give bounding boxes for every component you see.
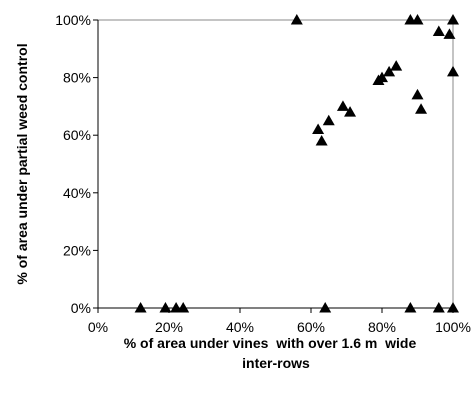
- data-point-triangle: [336, 100, 349, 111]
- data-point-triangle: [447, 302, 459, 313]
- data-point-triangle: [432, 25, 445, 37]
- y-axis-title: % of area under partial weed control: [14, 43, 30, 284]
- data-point-triangle: [415, 103, 428, 114]
- data-point-triangle: [383, 65, 396, 77]
- data-point-triangle: [159, 302, 172, 313]
- y-axis-ticks: 0% 20% 40% 60% 80% 100%: [55, 12, 98, 316]
- data-point-triangle: [319, 302, 332, 313]
- y-tick-label: 20%: [63, 242, 91, 258]
- x-tick-label: 100%: [435, 319, 471, 335]
- data-point-triangle: [315, 134, 328, 146]
- plot-frame: [97, 19, 454, 309]
- y-tick-label: 0%: [71, 300, 91, 316]
- data-point-triangle: [411, 14, 424, 25]
- data-point-triangle: [290, 14, 303, 25]
- x-tick-label: 60%: [297, 319, 325, 335]
- x-tick-label: 20%: [155, 319, 183, 335]
- x-tick-label: 40%: [226, 319, 254, 335]
- y-tick-label: 60%: [63, 127, 91, 143]
- data-point-triangle: [390, 60, 403, 71]
- data-point-triangle: [134, 302, 147, 313]
- data-point-triangle: [312, 123, 325, 134]
- data-point-triangle: [447, 14, 459, 25]
- data-point-triangle: [447, 65, 459, 77]
- x-axis-title-line-1: % of area under vines with over 1.6 m wi…: [124, 335, 417, 351]
- data-point-triangle: [322, 114, 335, 126]
- x-axis-ticks: 0% 20% 40% 60% 80% 100%: [88, 308, 471, 335]
- data-points: [134, 14, 459, 313]
- data-point-triangle: [177, 302, 190, 313]
- y-tick-label: 80%: [63, 70, 91, 86]
- y-tick-label: 40%: [63, 185, 91, 201]
- data-point-triangle: [432, 302, 445, 313]
- x-tick-label: 0%: [88, 319, 108, 335]
- data-point-triangle: [404, 302, 417, 313]
- x-axis-title-line-2: inter-rows: [242, 355, 310, 371]
- data-point-triangle: [443, 28, 456, 39]
- data-point-triangle: [344, 106, 357, 117]
- y-tick-label: 100%: [55, 12, 91, 28]
- data-point-triangle: [411, 88, 424, 100]
- x-tick-label: 80%: [368, 319, 396, 335]
- data-point-triangle: [376, 71, 388, 83]
